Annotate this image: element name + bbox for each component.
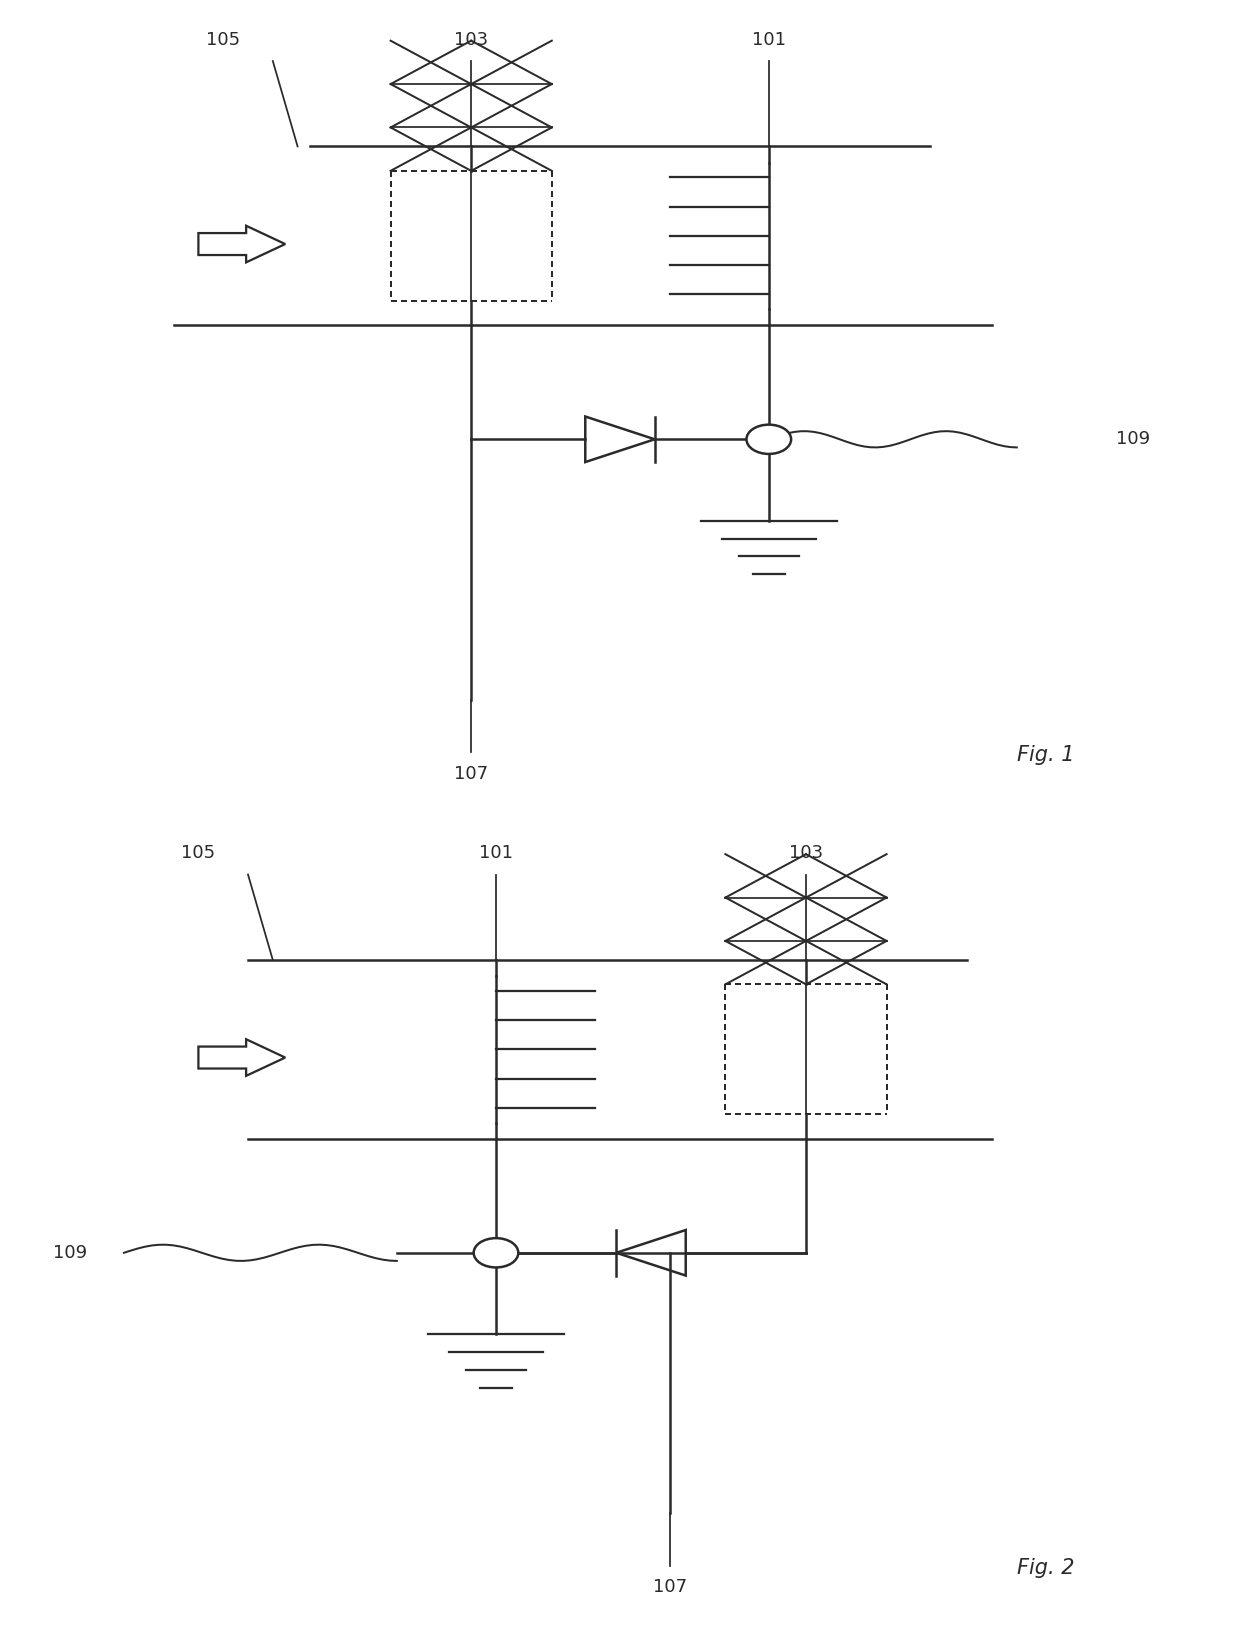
Text: 101: 101	[751, 31, 786, 49]
Text: 101: 101	[479, 844, 513, 862]
Text: 105: 105	[206, 31, 241, 49]
Text: 109: 109	[1116, 430, 1151, 449]
Text: 107: 107	[652, 1578, 687, 1596]
Text: 105: 105	[181, 844, 216, 862]
Circle shape	[474, 1238, 518, 1267]
Text: 107: 107	[454, 765, 489, 783]
Text: 103: 103	[454, 31, 489, 49]
Text: 109: 109	[52, 1243, 87, 1263]
Circle shape	[746, 425, 791, 454]
Text: 103: 103	[789, 844, 823, 862]
Text: Fig. 2: Fig. 2	[1017, 1559, 1074, 1578]
Text: Fig. 1: Fig. 1	[1017, 745, 1074, 765]
